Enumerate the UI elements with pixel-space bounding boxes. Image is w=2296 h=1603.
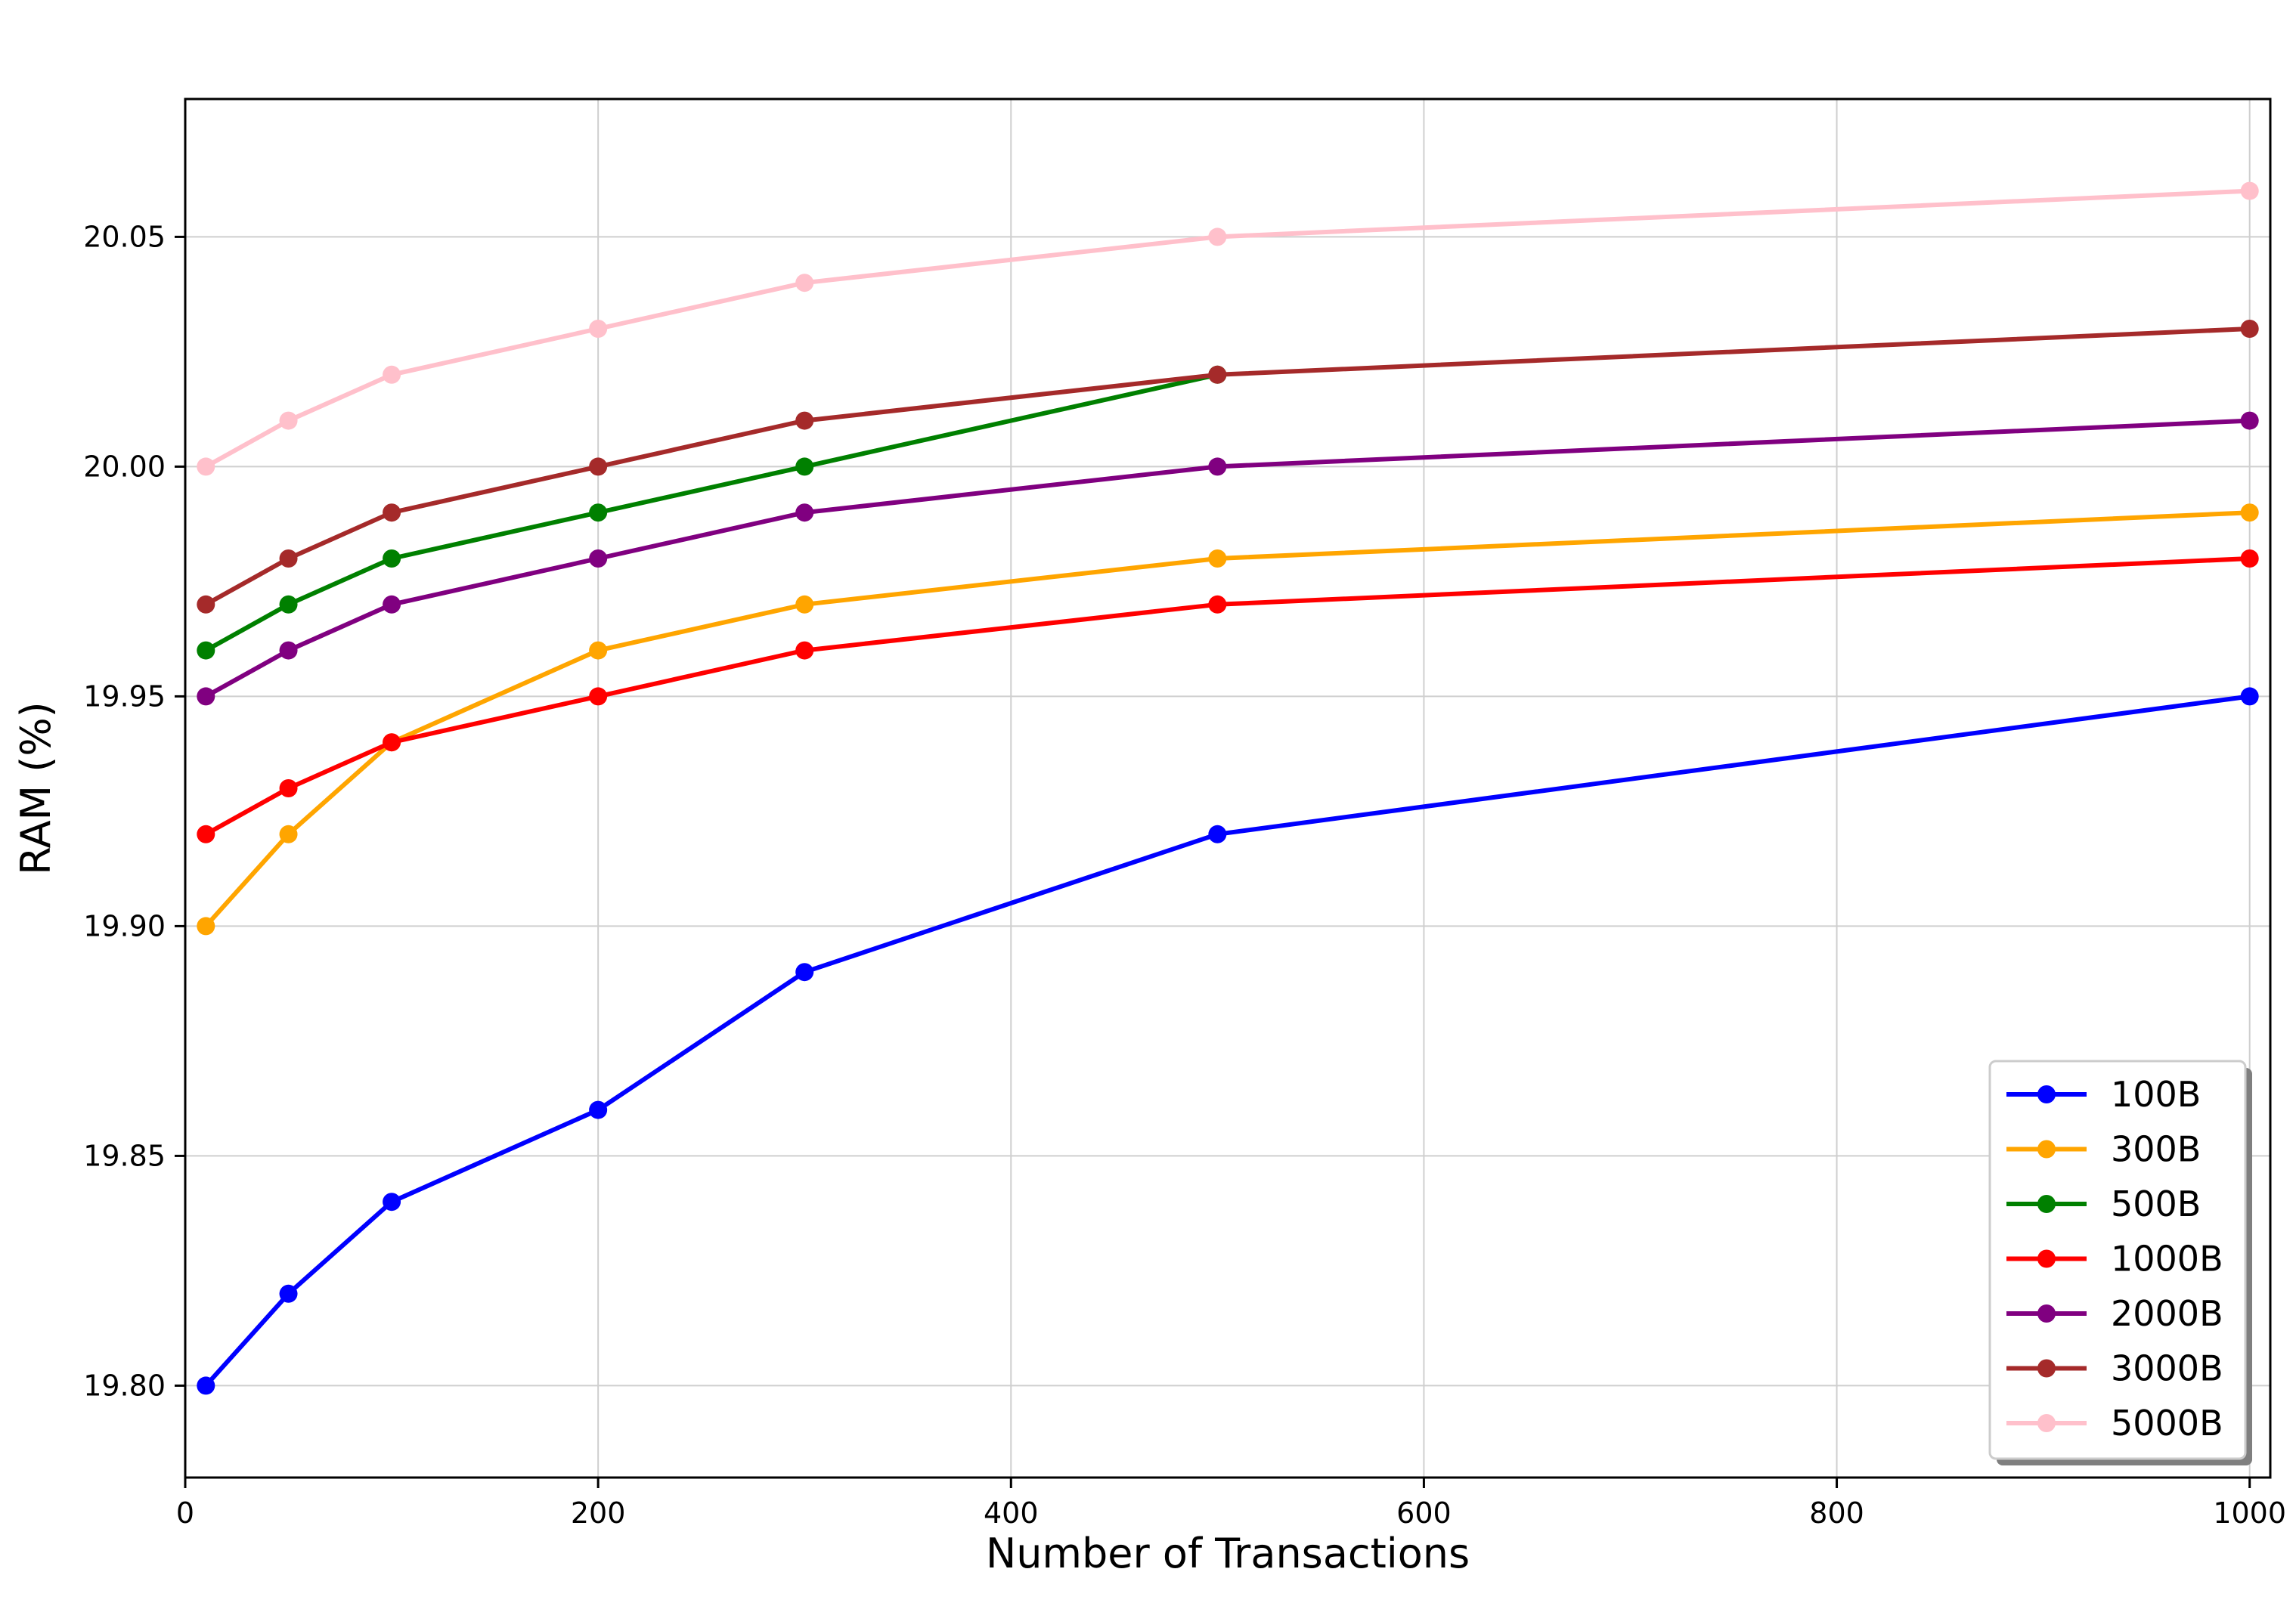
data-point-100b [1208,825,1227,843]
legend-label-100b: 100B [2111,1074,2201,1115]
data-point-500b [795,457,814,476]
data-point-3000b [279,549,298,568]
data-point-300b [589,641,608,660]
x-axis-label: Number of Transactions [986,1530,1470,1577]
data-point-2000b [589,549,608,568]
legend-marker-100b [2037,1085,2056,1103]
legend-marker-5000b [2037,1414,2056,1432]
data-point-5000b [795,274,814,292]
data-point-500b [589,503,608,522]
data-point-2000b [795,503,814,522]
legend-marker-3000b [2037,1359,2056,1378]
data-point-100b [589,1100,608,1119]
series-5000b [197,181,2259,476]
data-point-5000b [1208,227,1227,246]
plot-frame [184,97,2272,1479]
data-point-5000b [197,457,215,476]
x-tick-label: 400 [984,1496,1039,1530]
axis-ticks: 0 200 400 600 800 1000 19.80 19.85 19.90 19.95 20.… [83,220,2286,1530]
legend-marker-2000b [2037,1304,2056,1323]
data-point-1000b [1208,595,1227,614]
data-point-5000b [589,320,608,338]
data-point-500b [383,549,401,568]
data-point-500b [197,641,215,660]
x-tick-label: 0 [176,1496,194,1530]
y-tick-label: 20.00 [83,450,166,483]
data-point-100b [2240,687,2259,706]
data-point-100b [795,963,814,982]
legend-item-100b: 100B [2006,1074,2201,1115]
data-point-3000b [383,503,401,522]
data-point-1000b [279,779,298,797]
data-point-1000b [589,687,608,706]
legend-label-500b: 500B [2111,1184,2201,1224]
data-point-5000b [383,365,401,384]
data-point-500b [279,595,298,614]
data-point-3000b [589,457,608,476]
data-point-1000b [795,641,814,660]
data-point-300b [1208,549,1227,568]
y-tick-label: 19.95 [83,679,166,713]
y-tick-label: 19.90 [83,909,166,942]
data-point-300b [2240,503,2259,522]
data-point-3000b [2240,320,2259,338]
y-tick-label: 19.80 [83,1369,166,1402]
data-point-100b [279,1284,298,1303]
data-point-300b [795,595,814,614]
x-tick-label: 600 [1396,1496,1452,1530]
legend-label-3000b: 3000B [2111,1348,2223,1389]
legend-item-300b: 300B [2006,1129,2201,1170]
data-point-5000b [279,411,298,430]
data-point-3000b [197,595,215,614]
data-point-2000b [197,687,215,706]
y-axis-label: RAM (%) [12,701,60,874]
data-point-100b [197,1376,215,1395]
series-group [197,181,2259,1395]
legend-marker-500b [2037,1195,2056,1213]
y-tick-label: 19.85 [83,1139,166,1172]
legend-item-2000b: 2000B [2006,1293,2223,1334]
data-point-300b [197,917,215,936]
data-point-2000b [383,595,401,614]
legend: 100B 300B 500B 1000B 2000B 3000B 5000B [1988,1060,2252,1465]
legend-item-3000b: 3000B [2006,1348,2223,1389]
data-point-100b [383,1193,401,1212]
series-100b [197,687,2259,1395]
legend-label-300b: 300B [2111,1129,2201,1170]
legend-marker-300b [2037,1140,2056,1159]
legend-box [1988,1060,2247,1460]
y-tick-label: 20.05 [83,220,166,253]
x-tick-label: 800 [1809,1496,1864,1530]
legend-item-500b: 500B [2006,1184,2201,1224]
legend-marker-1000b [2037,1249,2056,1268]
x-tick-label: 200 [571,1496,626,1530]
series-1000b [197,549,2259,843]
legend-item-1000b: 1000B [2006,1239,2223,1280]
legend-label-1000b: 1000B [2111,1239,2223,1280]
data-point-3000b [1208,365,1227,384]
data-point-2000b [2240,411,2259,430]
x-tick-label: 1000 [2213,1496,2286,1530]
data-point-3000b [795,411,814,430]
data-point-1000b [197,825,215,843]
data-point-1000b [2240,549,2259,568]
series-3000b [197,320,2259,614]
data-point-2000b [279,641,298,660]
data-point-1000b [383,733,401,752]
legend-item-5000b: 5000B [2006,1403,2223,1444]
data-point-5000b [2240,181,2259,200]
series-2000b [197,411,2259,706]
series-line-500b [203,372,1220,653]
legend-label-2000b: 2000B [2111,1293,2223,1334]
legend-label-5000b: 5000B [2111,1403,2223,1444]
data-point-2000b [1208,457,1227,476]
data-point-300b [279,825,298,843]
